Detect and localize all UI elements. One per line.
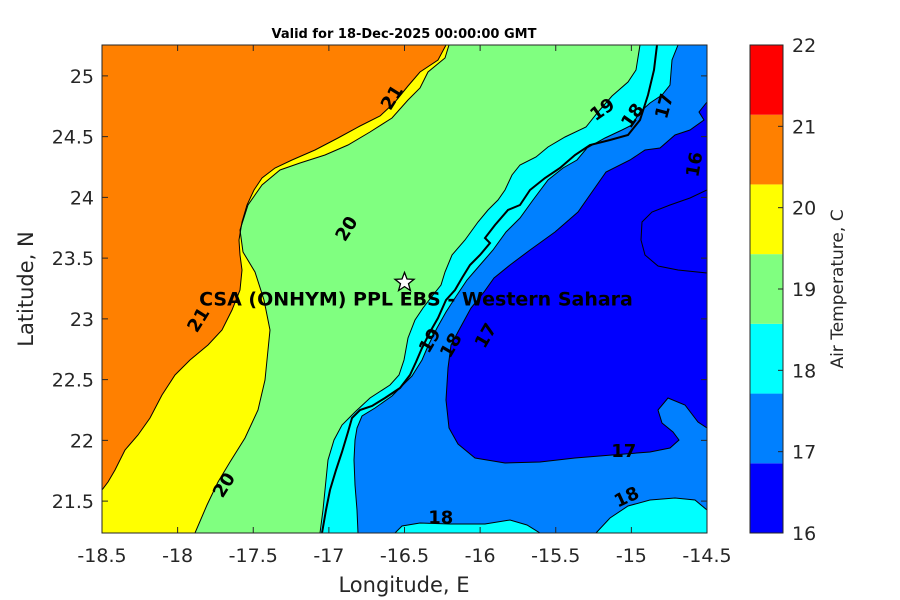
colorbar-tick-label: 21 bbox=[792, 116, 816, 138]
coastline bbox=[321, 45, 658, 533]
y-tick-label: 23 bbox=[70, 309, 94, 331]
y-tick-label: 24 bbox=[70, 187, 94, 209]
colorbar-segment bbox=[750, 45, 783, 115]
colorbar-ticks: 16 17 18 19 20 21 22 bbox=[778, 35, 816, 545]
figure-title: Valid for 18-Dec-2025 00:00:00 GMT bbox=[272, 27, 537, 42]
star-icon bbox=[393, 270, 416, 293]
colorbar-segment bbox=[750, 463, 783, 533]
site-label: CSA (ONHYM) PPL EBS - Western Sahara bbox=[199, 288, 633, 310]
x-tick-label: -16 bbox=[465, 545, 496, 567]
colorbar-segment bbox=[750, 393, 783, 464]
y-tick-label: 22.5 bbox=[52, 370, 94, 392]
contour-label: 18 bbox=[428, 508, 453, 529]
colorbar-tick-label: 17 bbox=[792, 442, 816, 464]
y-tick-label: 25 bbox=[70, 66, 94, 88]
colorbar-label: Air Temperature, C bbox=[828, 209, 848, 368]
site-marker: CSA (ONHYM) PPL EBS - Western Sahara bbox=[199, 270, 633, 310]
colorbar-tick-label: 16 bbox=[792, 523, 816, 545]
y-tick-label: 23.5 bbox=[52, 248, 94, 270]
colorbar-segment bbox=[750, 254, 783, 324]
y-axis-label: Latitude, N bbox=[14, 231, 38, 347]
zone-orange bbox=[102, 45, 446, 490]
colorbar-tick-label: 19 bbox=[792, 279, 816, 301]
x-tick-label: -14.5 bbox=[682, 545, 731, 567]
x-tick-label: -16.5 bbox=[380, 545, 429, 567]
map-panel bbox=[101, 44, 708, 534]
colorbar-tick-label: 22 bbox=[792, 35, 816, 57]
y-tick-label: 22 bbox=[70, 430, 94, 452]
y-axis-ticks: 21.5 22 22.5 23 23.5 24 24.5 25 bbox=[52, 66, 707, 513]
x-axis-ticks: -18.5 -18 -17.5 -17 -16.5 -16 -15.5 -15 -14.5 bbox=[77, 45, 732, 567]
colorbar-segment bbox=[750, 114, 783, 185]
colorbar-tick-label: 20 bbox=[792, 198, 816, 220]
colorbar bbox=[749, 44, 784, 534]
x-axis-label: Longitude, E bbox=[338, 573, 469, 597]
colorbar-segment bbox=[750, 184, 783, 255]
x-tick-label: -15.5 bbox=[531, 545, 580, 567]
colorbar-tick-label: 18 bbox=[792, 360, 816, 382]
x-tick-label: -18 bbox=[162, 545, 193, 567]
contour-label: 16 bbox=[682, 150, 707, 178]
x-tick-label: -17.5 bbox=[229, 545, 278, 567]
y-tick-label: 24.5 bbox=[52, 127, 94, 149]
y-tick-label: 21.5 bbox=[52, 491, 94, 513]
colorbar-segment bbox=[750, 323, 783, 394]
x-tick-label: -18.5 bbox=[77, 545, 126, 567]
contour-label: 17 bbox=[611, 441, 636, 462]
x-tick-label: -15 bbox=[616, 545, 647, 567]
x-tick-label: -17 bbox=[313, 545, 344, 567]
